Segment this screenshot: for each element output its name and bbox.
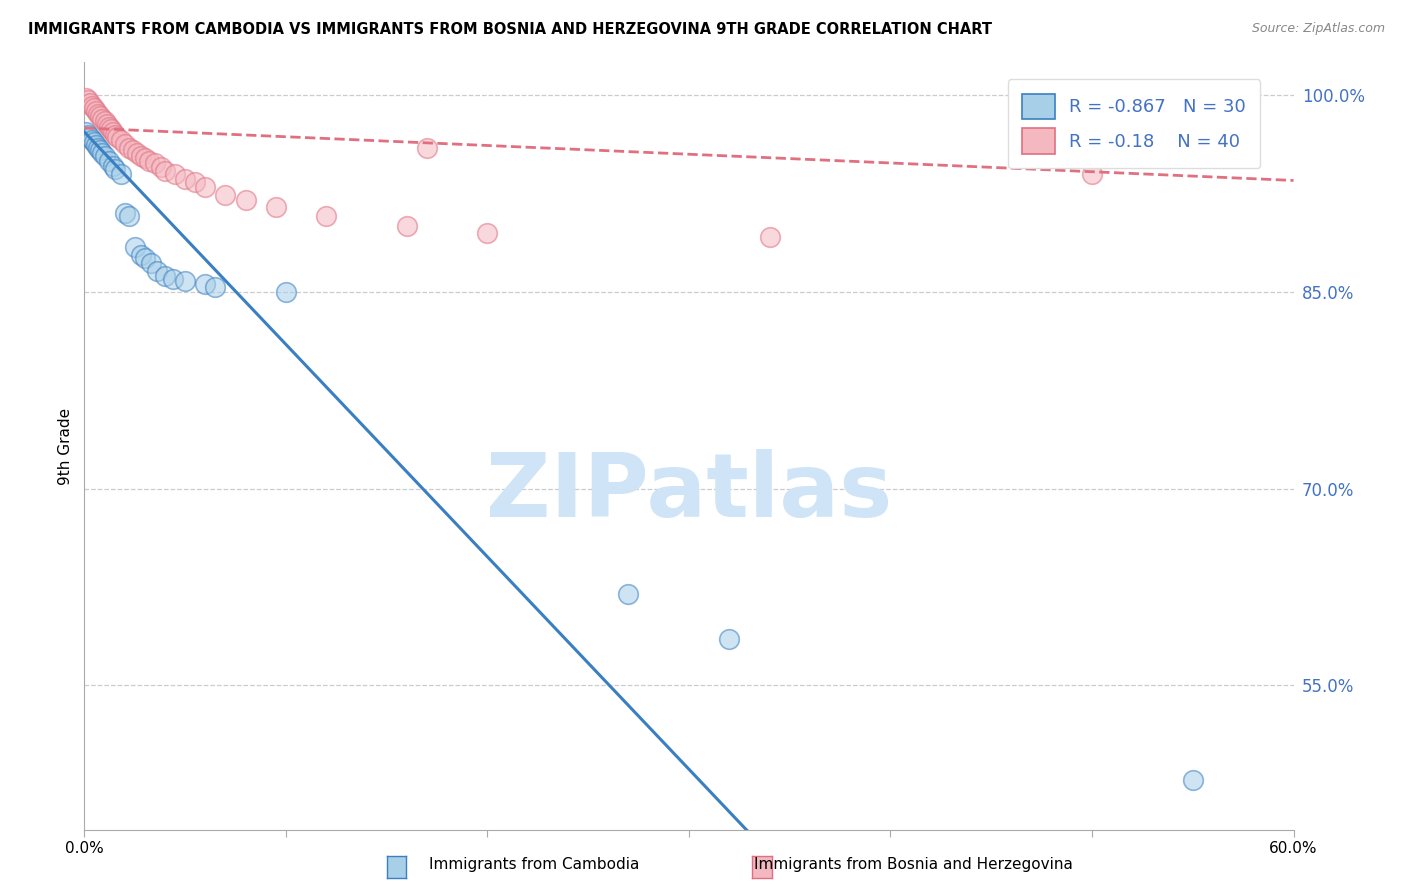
Point — [82, 133, 104, 147]
Point — [100, 122, 122, 136]
Text: Immigrants from Cambodia: Immigrants from Cambodia — [429, 857, 640, 872]
Point — [174, 172, 197, 186]
Point — [129, 248, 152, 262]
Point — [153, 269, 176, 284]
Point — [77, 94, 100, 108]
Point — [101, 159, 124, 173]
Point — [110, 133, 132, 147]
Text: Immigrants from Bosnia and Herzegovina: Immigrants from Bosnia and Herzegovina — [755, 857, 1073, 872]
Point — [75, 125, 97, 139]
Point — [77, 128, 100, 142]
Point — [149, 161, 172, 175]
Point — [138, 153, 160, 168]
Point — [91, 145, 114, 160]
Point — [91, 112, 114, 126]
Point — [617, 586, 640, 600]
Point — [79, 130, 101, 145]
Point — [315, 209, 337, 223]
Point — [758, 230, 780, 244]
Point — [101, 125, 124, 139]
Point — [105, 130, 128, 145]
Point — [89, 109, 111, 123]
Point — [174, 275, 197, 289]
Point — [104, 128, 127, 142]
Point — [274, 285, 297, 299]
Point — [121, 143, 143, 157]
Point — [93, 114, 115, 128]
Point — [139, 256, 162, 270]
Point — [93, 148, 115, 162]
Point — [235, 193, 257, 207]
Text: ZIPatlas: ZIPatlas — [486, 449, 891, 535]
Point — [96, 117, 118, 131]
Point — [82, 99, 104, 113]
Point — [118, 209, 141, 223]
Point — [129, 148, 152, 162]
Point — [118, 141, 141, 155]
Point — [416, 141, 439, 155]
Point — [83, 136, 105, 150]
Point — [264, 200, 287, 214]
Text: Source: ZipAtlas.com: Source: ZipAtlas.com — [1251, 22, 1385, 36]
Point — [165, 167, 187, 181]
Point — [97, 153, 120, 168]
Point — [194, 277, 217, 291]
Point — [204, 279, 226, 293]
Point — [86, 103, 108, 118]
Point — [79, 96, 101, 111]
Point — [153, 164, 176, 178]
Point — [184, 175, 207, 189]
Point — [86, 138, 108, 153]
Point — [97, 120, 120, 134]
Point — [146, 264, 169, 278]
Point — [1081, 167, 1104, 181]
Point — [214, 187, 236, 202]
Point — [477, 226, 499, 240]
Point — [718, 632, 741, 647]
Point — [114, 136, 136, 151]
Point — [75, 91, 97, 105]
Legend: R = -0.867   N = 30, R = -0.18    N = 40: R = -0.867 N = 30, R = -0.18 N = 40 — [1008, 79, 1260, 169]
Y-axis label: 9th Grade: 9th Grade — [58, 408, 73, 484]
Point — [110, 167, 132, 181]
Point — [143, 156, 166, 170]
Text: IMMIGRANTS FROM CAMBODIA VS IMMIGRANTS FROM BOSNIA AND HERZEGOVINA 9TH GRADE COR: IMMIGRANTS FROM CAMBODIA VS IMMIGRANTS F… — [28, 22, 993, 37]
Point — [104, 161, 127, 176]
Point — [134, 251, 156, 265]
Point — [87, 141, 110, 155]
Point — [83, 101, 105, 115]
Point — [114, 206, 136, 220]
Point — [194, 180, 217, 194]
Point — [89, 143, 111, 157]
Point — [1181, 772, 1204, 787]
Point — [395, 219, 418, 234]
Point — [162, 272, 184, 286]
Point — [134, 151, 156, 165]
Point — [124, 240, 146, 254]
Point — [87, 106, 110, 120]
Point — [125, 145, 148, 160]
